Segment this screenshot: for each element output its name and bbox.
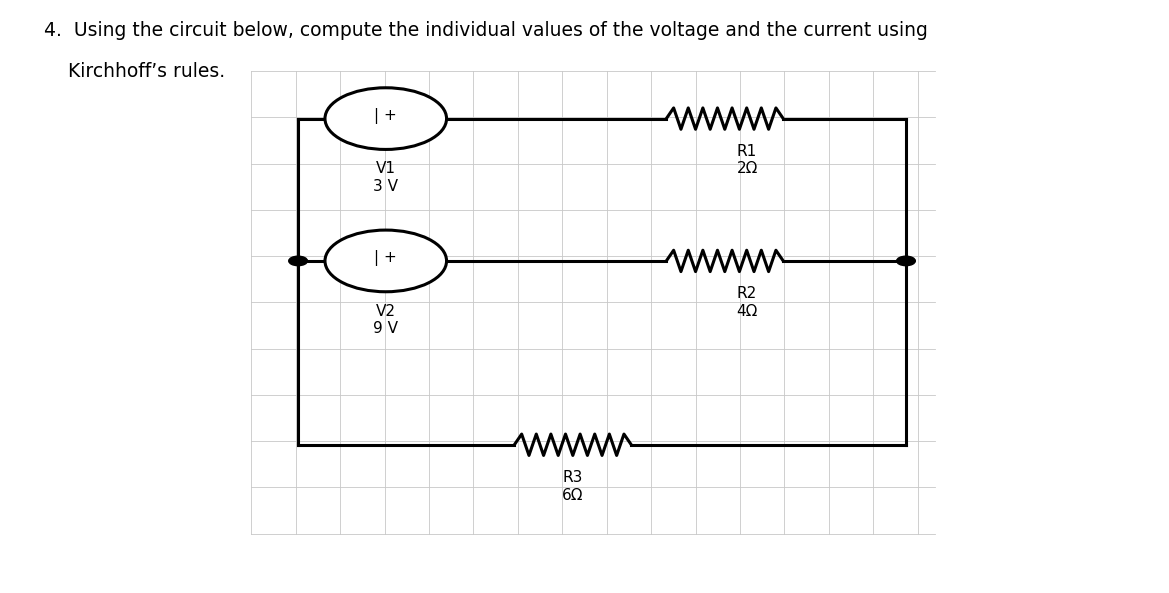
Text: R3
6Ω: R3 6Ω [562, 470, 583, 503]
Text: | +: | + [374, 108, 397, 123]
Text: V2
9 V: V2 9 V [373, 304, 399, 336]
Text: R2
4Ω: R2 4Ω [736, 286, 758, 319]
Text: | +: | + [374, 250, 397, 266]
Text: R1
2Ω: R1 2Ω [736, 144, 758, 177]
Text: Kirchhoff’s rules.: Kirchhoff’s rules. [44, 62, 226, 81]
Circle shape [289, 256, 307, 266]
Circle shape [897, 256, 915, 266]
Text: V1
3 V: V1 3 V [373, 161, 399, 194]
Circle shape [325, 230, 447, 292]
Circle shape [325, 88, 447, 149]
Text: 4.  Using the circuit below, compute the individual values of the voltage and th: 4. Using the circuit below, compute the … [44, 21, 928, 40]
